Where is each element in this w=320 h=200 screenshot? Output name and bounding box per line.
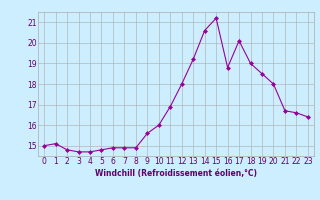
X-axis label: Windchill (Refroidissement éolien,°C): Windchill (Refroidissement éolien,°C): [95, 169, 257, 178]
